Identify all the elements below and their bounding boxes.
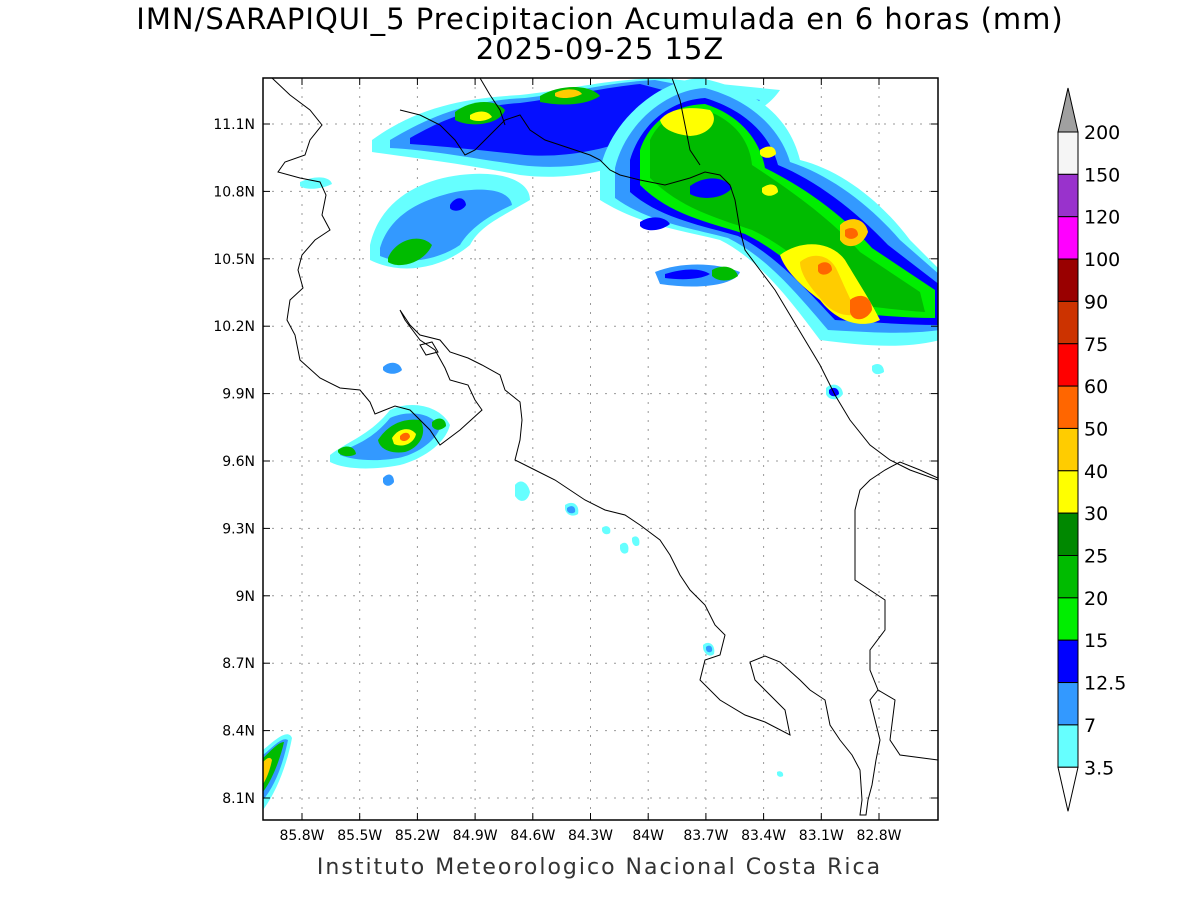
lat-tick-label: 9N [236, 589, 255, 605]
coastline [271, 78, 938, 816]
colorbar-bottom-arrow [1057, 766, 1079, 812]
colorbar-level-label: 150 [1084, 164, 1120, 186]
lon-tick-label: 82.8W [856, 828, 901, 844]
colorbar-level-label: 90 [1084, 291, 1108, 313]
rain-cell-northeast [600, 78, 938, 346]
lat-tick-label: 10.8N [213, 184, 255, 200]
lat-tick-label: 9.9N [222, 387, 255, 403]
lat-axis: 11.1N 10.8N 10.5N 10.2N 9.9N 9.6N 9.3N 9N 8.7N 8.… [213, 117, 938, 807]
colorbar-swatch [1057, 216, 1079, 260]
lat-tick-label: 8.1N [222, 791, 255, 807]
lon-tick-label: 85.8W [279, 828, 324, 844]
colorbar-level-label: 25 [1084, 546, 1108, 568]
map-datetime: 2025-09-25 15Z [475, 32, 725, 66]
lon-tick-label: 84.9W [453, 828, 498, 844]
colorbar-swatch [1057, 131, 1079, 175]
colorbar-level-label: 75 [1084, 334, 1108, 356]
colorbar-level-label: 200 [1084, 122, 1120, 144]
lat-tick-label: 8.7N [222, 656, 255, 672]
colorbar-level-label: 60 [1084, 376, 1108, 398]
colorbar-level-label: 12.5 [1084, 673, 1126, 695]
lon-tick-label: 83.7W [683, 828, 728, 844]
lon-tick-label: 84.6W [510, 828, 555, 844]
colorbar-swatch [1057, 173, 1079, 218]
colorbar-level-label: 20 [1084, 588, 1108, 610]
lat-tick-label: 9.3N [222, 521, 255, 537]
colorbar-swatch [1057, 427, 1079, 472]
colorbar-level-label: 100 [1084, 249, 1120, 271]
colorbar-swatch [1057, 512, 1079, 557]
lon-tick-label: 83.1W [799, 828, 844, 844]
footer-credit: Instituto Meteorologico Nacional Costa R… [316, 855, 883, 880]
rain-cell-scattered [515, 364, 884, 777]
lon-tick-label: 85.5W [337, 828, 382, 844]
lat-tick-label: 8.4N [222, 724, 255, 740]
colorbar-swatch [1057, 555, 1079, 599]
colorbar-swatch [1057, 258, 1079, 302]
rain-cell-northwest [300, 173, 530, 269]
colorbar-swatch [1057, 682, 1079, 726]
lon-tick-label: 83.4W [741, 828, 786, 844]
precipitation-field [263, 78, 938, 810]
lat-tick-label: 10.2N [213, 319, 255, 335]
colorbar-level-label: 7 [1084, 715, 1096, 737]
colorbar-swatch [1057, 343, 1079, 387]
rain-cell-southwest [263, 734, 292, 810]
colorbar-swatch [1057, 639, 1079, 684]
colorbar-level-label: 15 [1084, 630, 1108, 652]
lat-tick-label: 11.1N [213, 117, 255, 133]
colorbar-swatch [1057, 385, 1079, 429]
lon-axis: 85.8W 85.5W 85.2W 84.9W 84.6W 84.3W 84W 83.7W 83… [279, 78, 902, 844]
colorbar-swatch [1057, 470, 1079, 514]
colorbar-swatch [1057, 724, 1079, 768]
plot-frame [262, 77, 939, 821]
map-title: IMN/SARAPIQUI_5 Precipitacion Acumulada … [136, 2, 1064, 36]
lat-tick-label: 9.6N [222, 454, 255, 470]
lat-tick-label: 10.5N [213, 252, 255, 268]
lon-tick-label: 84.3W [568, 828, 613, 844]
lon-tick-label: 85.2W [395, 828, 440, 844]
lon-tick-label: 84W [632, 828, 664, 844]
colorbar-level-label: 3.5 [1084, 757, 1114, 779]
colorbar-top-arrow [1057, 87, 1079, 133]
rain-cell-nicoya [330, 362, 450, 486]
colorbar-level-label: 40 [1084, 461, 1108, 483]
colorbar-swatch [1057, 597, 1079, 641]
colorbar-level-label: 120 [1084, 207, 1120, 229]
colorbar-level-label: 30 [1084, 503, 1108, 525]
colorbar-level-label: 50 [1084, 418, 1108, 440]
colorbar-legend: 200 150 120 100 90 75 60 50 40 30 25 20 15 12.5 7 3.5 [1057, 87, 1126, 812]
colorbar-swatch [1057, 300, 1079, 345]
